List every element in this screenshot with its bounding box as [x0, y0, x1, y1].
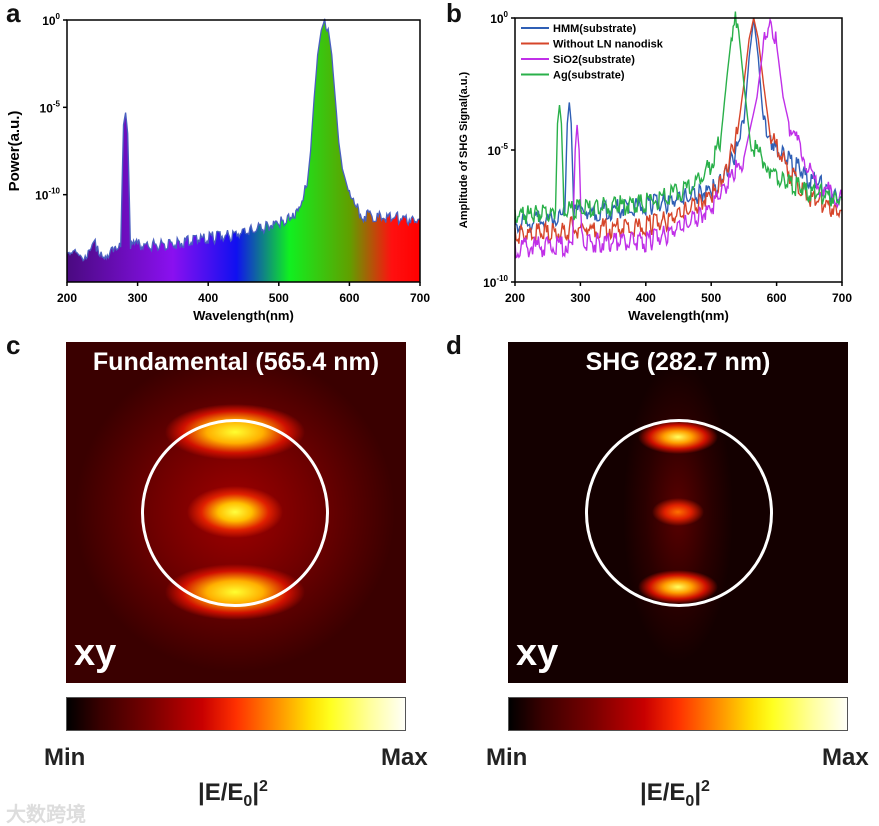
y-tick-label: 100 — [42, 12, 60, 28]
y-tick-label: 100 — [490, 10, 508, 26]
x-tick-label: 500 — [269, 291, 289, 305]
series-line-3 — [514, 11, 843, 224]
power-curve — [66, 18, 420, 262]
colorbar — [508, 697, 848, 731]
x-tick-label: 700 — [832, 291, 852, 305]
colorbar-label: |E/E0|2 — [640, 778, 710, 810]
chart-b: 200 300 400 500 600 700 100 10-5 10-10 Wavelength… — [458, 10, 852, 323]
x-tick-label: 600 — [339, 291, 359, 305]
y-axis-label: Power(a.u.) — [6, 111, 23, 192]
panel-label-a: a — [6, 0, 21, 28]
colorbar-min: Min — [486, 744, 528, 771]
plane-label: xy — [74, 632, 117, 674]
y-axis-label: Amplitude of SHG Signal(a.u.) — [458, 71, 470, 228]
series-line-1 — [514, 17, 843, 244]
x-tick-label: 600 — [767, 291, 787, 305]
panel-label-c: c — [6, 330, 21, 360]
map-title: SHG (282.7 nm) — [585, 348, 771, 376]
x-tick-label: 400 — [636, 291, 656, 305]
colorbar-label: |E/E0|2 — [198, 778, 268, 810]
legend-label: Ag(substrate) — [553, 70, 625, 82]
spectrum-fill — [67, 18, 420, 283]
series-line-2 — [514, 17, 843, 259]
nanodisk-outline — [141, 419, 329, 607]
plot-frame — [514, 17, 843, 283]
x-tick-label: 300 — [570, 291, 590, 305]
x-tick-label: 400 — [198, 291, 218, 305]
plane-label: xy — [516, 632, 559, 674]
y-tick-label: 10-10 — [35, 187, 60, 203]
nanodisk-outline — [585, 419, 773, 607]
colorbar-min: Min — [44, 744, 86, 771]
chart-a: 200 300 400 500 600 700 100 10-5 10-10 Wavelength… — [6, 12, 430, 323]
y-tick-label: 10-10 — [483, 274, 508, 290]
colorbar-max: Max — [822, 744, 869, 771]
colorbar — [66, 697, 406, 731]
map-title: Fundamental (565.4 nm) — [92, 348, 380, 376]
x-tick-label: 500 — [701, 291, 721, 305]
field-map-fundamental: Fundamental (565.4 nm) xy — [66, 342, 406, 683]
x-axis-label: Wavelength(nm) — [193, 308, 294, 323]
plot-frame — [66, 19, 421, 283]
x-axis-label: Wavelength(nm) — [628, 308, 729, 323]
x-tick-label: 200 — [57, 291, 77, 305]
x-tick-label: 700 — [410, 291, 430, 305]
legend-label: SiO2(substrate) — [553, 54, 635, 66]
field-map-shg: SHG (282.7 nm) xy — [508, 342, 848, 683]
y-tick-label: 10-5 — [488, 142, 509, 158]
colorbar-max: Max — [381, 744, 428, 771]
panel-label-b: b — [446, 0, 462, 28]
watermark: 大数跨境 — [6, 804, 86, 826]
panel-label-d: d — [446, 330, 462, 360]
y-tick-label: 10-5 — [40, 99, 61, 115]
legend-label: HMM(substrate) — [553, 23, 636, 35]
x-tick-label: 300 — [128, 291, 148, 305]
legend-label: Without LN nanodisk — [553, 39, 664, 51]
x-tick-label: 200 — [505, 291, 525, 305]
